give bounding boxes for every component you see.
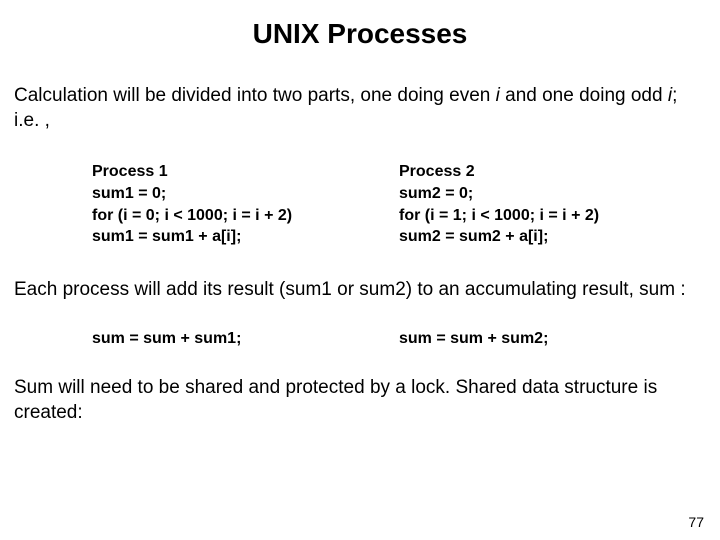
p2-l4: sum2 = sum2 + a[i];	[399, 228, 548, 245]
process-code-columns: Process 1 sum1 = 0; for (i = 0; i < 1000…	[14, 161, 706, 247]
sum1-assignment: sum = sum + sum1;	[92, 330, 399, 348]
sum2-assignment: sum = sum + sum2;	[399, 330, 706, 348]
p2-l2: sum2 = 0;	[399, 185, 473, 202]
process2-code: Process 2 sum2 = 0; for (i = 1; i < 1000…	[399, 161, 706, 247]
closing-paragraph: Sum will need to be shared and protected…	[14, 376, 706, 425]
p2-l3: for (i = 1; i < 1000; i = i + 2)	[399, 207, 599, 224]
intro-text-b: and one doing odd	[500, 85, 668, 106]
p2-l1: Process 2	[399, 163, 475, 180]
page-number: 77	[688, 514, 704, 530]
process1-code: Process 1 sum1 = 0; for (i = 0; i < 1000…	[92, 161, 399, 247]
sum-assignment-columns: sum = sum + sum1; sum = sum + sum2;	[14, 330, 706, 348]
intro-paragraph: Calculation will be divided into two par…	[14, 84, 706, 133]
p1-l2: sum1 = 0;	[92, 185, 166, 202]
slide-title: UNIX Processes	[14, 18, 706, 50]
intro-text-a: Calculation will be divided into two par…	[14, 85, 496, 106]
p1-l3: for (i = 0; i < 1000; i = i + 2)	[92, 207, 292, 224]
p1-l1: Process 1	[92, 163, 168, 180]
mid-paragraph: Each process will add its result (sum1 o…	[14, 278, 706, 303]
p1-l4: sum1 = sum1 + a[i];	[92, 228, 241, 245]
